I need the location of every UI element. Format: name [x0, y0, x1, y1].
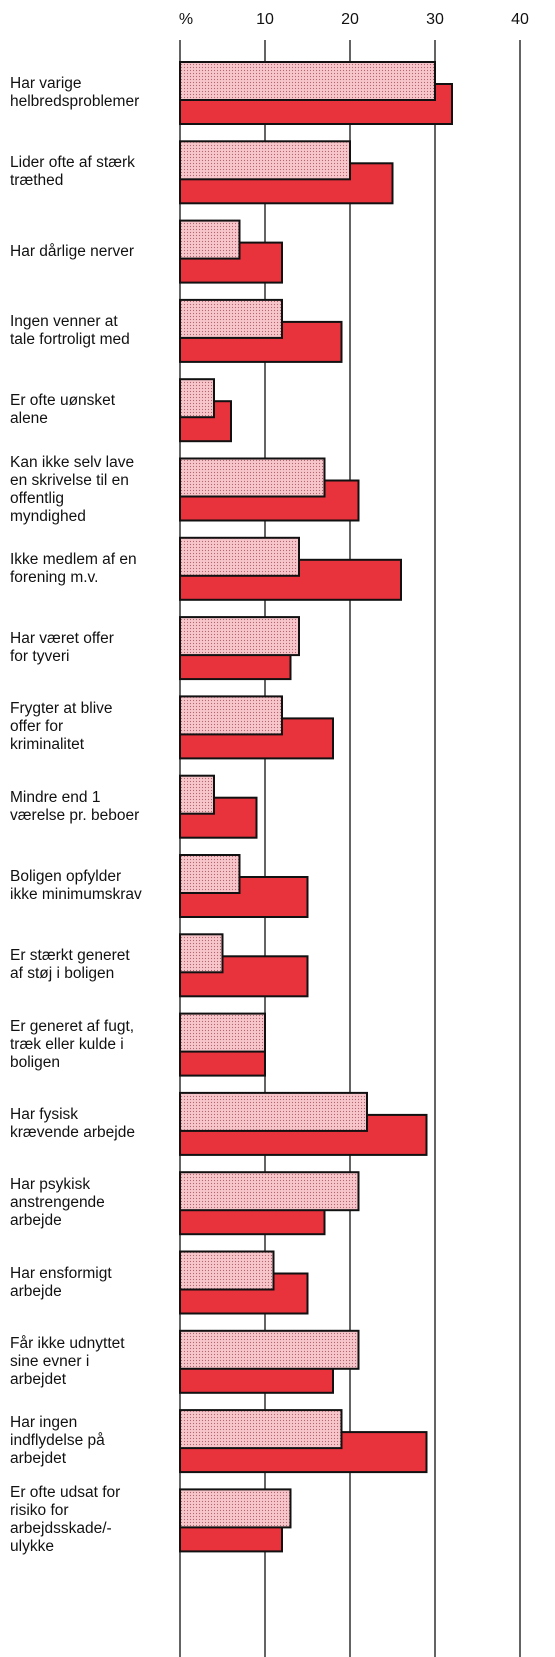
x-tick-label: 40 — [511, 11, 529, 28]
category-label: Lider ofte af stærk træthed — [10, 154, 135, 190]
bar-texture — [181, 1490, 290, 1527]
bar-texture — [181, 1411, 341, 1448]
category-label: Er generet af fugt, træk eller kulde i b… — [10, 1017, 135, 1071]
category-label: Har dårlige nerver — [10, 242, 135, 260]
bar-texture — [181, 221, 239, 258]
category-label: Er stærkt generet af støj i boligen — [10, 947, 130, 983]
category-label: Har ingen indflydelse på arbejdet — [10, 1414, 105, 1468]
category-label: Har fysisk krævende arbejde — [10, 1105, 135, 1141]
category-label: Har psykisk anstrengende arbejde — [10, 1176, 105, 1230]
x-tick-label: % — [179, 11, 193, 28]
category-label: Ikke medlem af en forening m.v. — [10, 550, 137, 586]
bar-texture — [181, 697, 281, 734]
bar-texture — [181, 1093, 366, 1130]
bar-texture — [181, 63, 434, 99]
bar-texture — [181, 459, 324, 496]
bar-texture — [181, 1331, 358, 1368]
category-label: Får ikke udnyttet sine evner i arbejdet — [10, 1334, 125, 1388]
bar-texture — [181, 1173, 358, 1210]
bar-texture — [181, 618, 298, 655]
bar-texture — [181, 300, 281, 337]
bar-texture — [181, 856, 239, 892]
category-label: Ingen venner at tale fortroligt med — [10, 312, 130, 348]
category-label: Har været offer for tyveri — [10, 630, 114, 666]
category-label: Har varige helbredsproblemer — [10, 75, 140, 110]
bar-texture — [181, 142, 349, 179]
x-tick-label: 20 — [341, 11, 359, 28]
bar-texture — [181, 776, 213, 813]
x-tick-label: 10 — [256, 11, 274, 28]
category-label: Mindre end 1 værelse pr. beboer — [10, 788, 140, 824]
category-label: Har ensformigt arbejde — [10, 1264, 112, 1300]
bar-texture — [181, 935, 222, 972]
category-label: Er ofte uønsket alene — [10, 392, 116, 428]
bar-texture — [181, 538, 298, 575]
category-label: Er ofte udsat for risiko for arbejdsskad… — [10, 1484, 121, 1556]
bar-texture — [181, 1014, 264, 1051]
bar-texture — [181, 380, 213, 417]
category-label: Kan ikke selv lave en skrivelse til en o… — [10, 453, 135, 525]
category-label: Frygter at blive offer for kriminalitet — [10, 700, 113, 754]
bar-texture — [181, 1252, 273, 1289]
x-tick-label: 30 — [426, 11, 444, 28]
category-label: Boligen opfylder ikke minimumskrav — [10, 868, 142, 903]
